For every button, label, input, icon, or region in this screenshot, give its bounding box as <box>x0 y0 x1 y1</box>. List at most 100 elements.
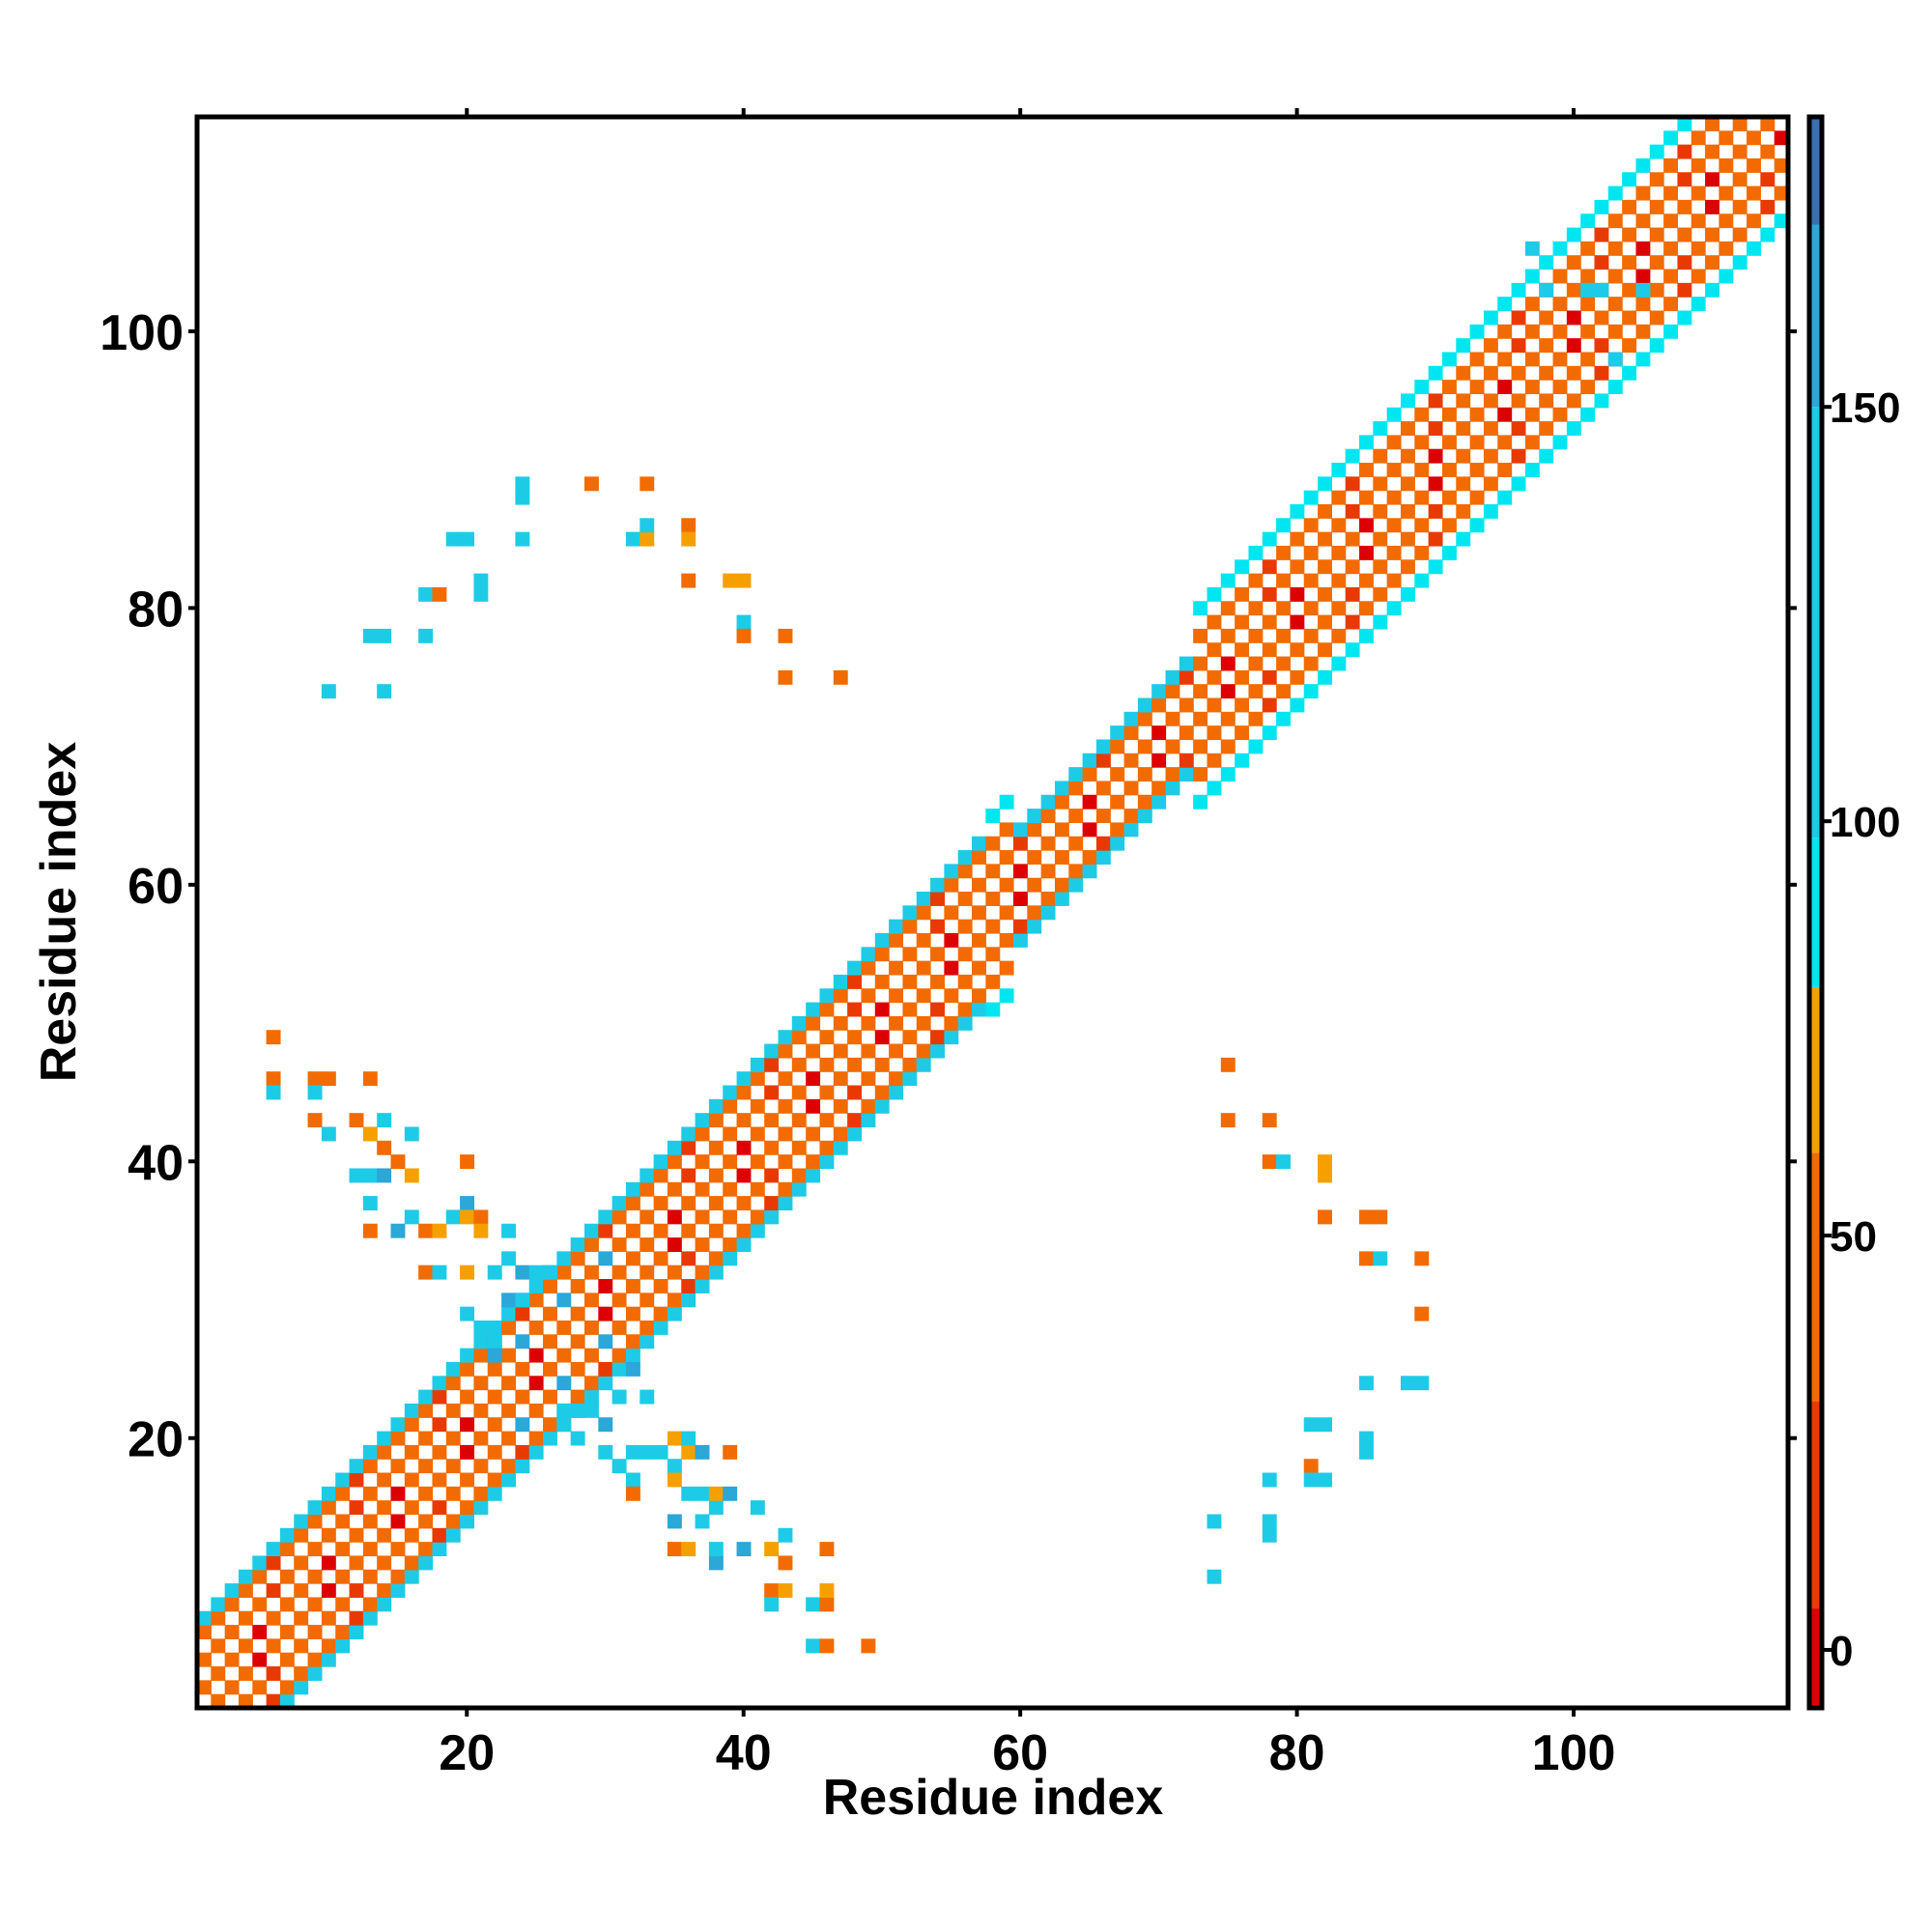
heatmap-cell <box>307 1085 323 1100</box>
heatmap-cell <box>1497 297 1513 312</box>
heatmap-cell <box>1123 822 1139 838</box>
heatmap-cell <box>778 628 793 643</box>
heatmap-cell <box>1373 614 1388 630</box>
heatmap-cell <box>362 628 378 643</box>
heatmap-cell <box>584 1389 599 1405</box>
heatmap-cell <box>1303 1417 1319 1433</box>
heatmap-cell <box>985 947 1001 962</box>
heatmap-cell <box>418 1459 434 1474</box>
heatmap-cell <box>1027 809 1042 824</box>
heatmap-cell <box>1456 476 1471 492</box>
heatmap-cell <box>1276 628 1292 643</box>
heatmap-cell <box>1207 1514 1222 1529</box>
heatmap-cell <box>972 850 986 865</box>
heatmap-cell <box>847 1113 863 1128</box>
heatmap-cell <box>1331 573 1347 588</box>
heatmap-cell <box>1290 559 1305 575</box>
heatmap-cell <box>736 628 752 643</box>
heatmap-cell <box>653 1168 668 1183</box>
heatmap-cell <box>1082 850 1097 865</box>
heatmap-cell <box>501 1293 516 1308</box>
heatmap-cell <box>279 1542 295 1557</box>
heatmap-cell <box>723 1085 738 1100</box>
heatmap-cell <box>1483 421 1498 436</box>
heatmap-cell <box>847 1126 863 1142</box>
heatmap-cell <box>1580 352 1596 367</box>
heatmap-cell <box>695 1113 710 1128</box>
heatmap-cell <box>611 1264 627 1280</box>
heatmap-cell <box>1345 448 1360 464</box>
heatmap-cell <box>625 1251 640 1266</box>
heatmap-cell <box>1497 352 1513 367</box>
heatmap-cell <box>1539 338 1554 354</box>
heatmap-cell <box>598 1361 613 1377</box>
heatmap-cell <box>1552 324 1568 339</box>
heatmap-cell <box>487 1486 502 1501</box>
heatmap-cell <box>1539 421 1554 436</box>
heatmap-cell <box>1428 504 1443 519</box>
heatmap-cell <box>1511 421 1526 436</box>
heatmap-cell <box>1262 1514 1277 1529</box>
heatmap-cell <box>1635 324 1651 339</box>
heatmap-cell <box>570 1279 585 1293</box>
heatmap-cell <box>1747 185 1761 201</box>
heatmap-cell <box>1552 380 1568 395</box>
heatmap-cell <box>1400 421 1415 436</box>
heatmap-cell <box>460 1196 475 1211</box>
heatmap-cell <box>1607 241 1623 256</box>
heatmap-cell <box>1635 185 1651 201</box>
heatmap-cell <box>1248 684 1264 699</box>
heatmap-cell <box>902 974 918 989</box>
heatmap-cell <box>874 947 890 962</box>
heatmap-cell <box>598 1376 613 1391</box>
heatmap-cell <box>570 1237 585 1252</box>
heatmap-cell <box>723 573 738 588</box>
heatmap-cell <box>1663 241 1679 256</box>
heatmap-cell <box>570 1389 585 1405</box>
heatmap-cell <box>584 476 599 492</box>
heatmap-cell <box>528 1444 544 1460</box>
heatmap-cell <box>473 1223 489 1238</box>
heatmap-cell <box>653 1279 668 1293</box>
heatmap-cell <box>445 1403 461 1418</box>
heatmap-cell <box>681 1168 696 1183</box>
heatmap-cell <box>1400 504 1415 519</box>
heatmap-cell <box>957 947 973 962</box>
heatmap-cell <box>1318 1168 1332 1183</box>
heatmap-cell <box>307 1542 323 1557</box>
heatmap-cell <box>681 1223 696 1238</box>
heatmap-cell <box>681 1279 696 1293</box>
heatmap-cell <box>695 1264 710 1280</box>
heatmap-cell <box>791 1140 807 1155</box>
heatmap-cell <box>625 1196 640 1211</box>
heatmap-cell <box>1359 1431 1374 1446</box>
heatmap-cell <box>1456 393 1471 409</box>
heatmap-cell <box>1677 227 1692 242</box>
heatmap-cell <box>445 1459 461 1474</box>
heatmap-cell <box>999 960 1014 976</box>
heatmap-cell <box>916 988 931 1004</box>
heatmap-cell <box>1524 407 1540 422</box>
heatmap-cell <box>418 586 434 602</box>
heatmap-cell <box>1165 669 1180 685</box>
heatmap-cell <box>1095 809 1111 824</box>
heatmap-cell <box>390 1542 406 1557</box>
heatmap-cell <box>1248 628 1264 643</box>
heatmap-cell <box>1359 1209 1374 1225</box>
heatmap-cell <box>1690 213 1706 229</box>
heatmap-cell <box>1649 144 1664 159</box>
heatmap-cell <box>390 1583 406 1599</box>
heatmap-cell <box>667 1264 682 1280</box>
heatmap-cell <box>362 1444 378 1460</box>
heatmap-cell <box>390 1459 406 1474</box>
heatmap-cell <box>1400 476 1415 492</box>
heatmap-cell <box>1179 753 1194 768</box>
heatmap-cell <box>349 1555 364 1571</box>
heatmap-cell <box>1607 185 1623 201</box>
heatmap-cell <box>874 1030 890 1045</box>
heatmap-cell <box>764 1168 780 1183</box>
heatmap-cell <box>460 1154 475 1170</box>
heatmap-cell <box>723 1486 738 1501</box>
heatmap-cell <box>1663 157 1679 173</box>
heatmap-cell <box>1054 850 1069 865</box>
